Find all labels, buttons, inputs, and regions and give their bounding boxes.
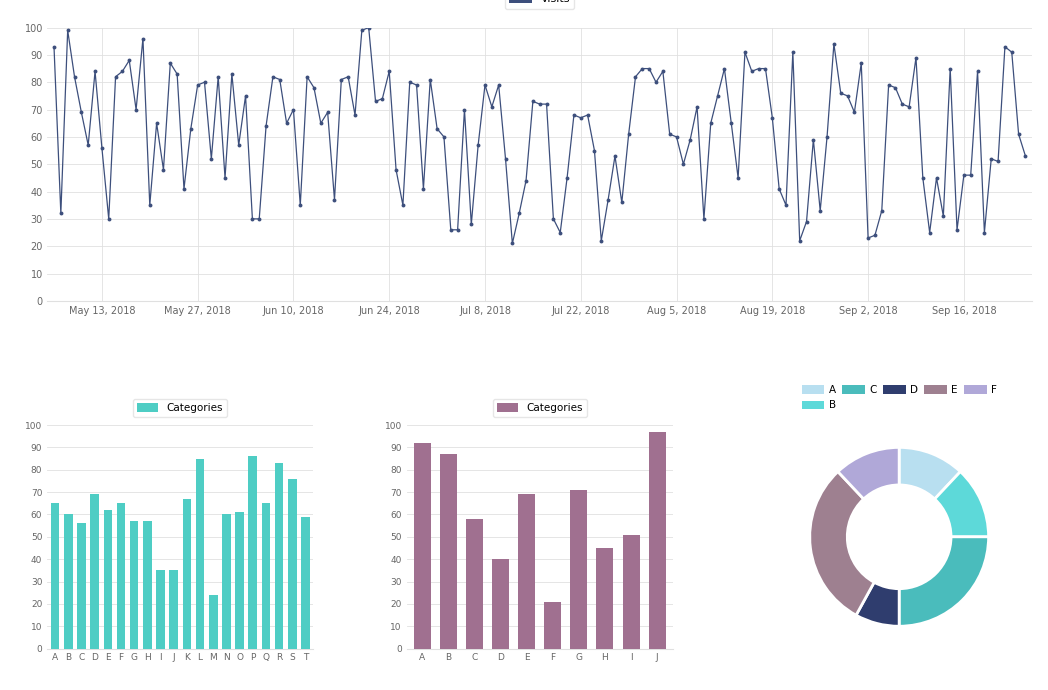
Wedge shape xyxy=(856,582,899,627)
Legend: Categories: Categories xyxy=(493,399,587,417)
Bar xyxy=(90,494,99,649)
Bar xyxy=(209,595,218,649)
Bar xyxy=(493,559,509,649)
Bar xyxy=(116,503,126,649)
Bar xyxy=(649,432,665,649)
Wedge shape xyxy=(899,447,960,499)
Bar xyxy=(104,510,112,649)
Wedge shape xyxy=(838,447,899,499)
Bar xyxy=(248,456,257,649)
Legend: Categories: Categories xyxy=(133,399,227,417)
Wedge shape xyxy=(899,537,988,627)
Wedge shape xyxy=(810,472,874,615)
Bar xyxy=(518,494,536,649)
Bar xyxy=(262,503,270,649)
Bar xyxy=(466,519,483,649)
Bar xyxy=(570,490,587,649)
Bar xyxy=(50,503,60,649)
Bar xyxy=(623,535,639,649)
Bar xyxy=(275,463,283,649)
Bar xyxy=(143,521,152,649)
Bar xyxy=(544,602,562,649)
Legend: Visits: Visits xyxy=(505,0,574,9)
Bar xyxy=(440,454,457,649)
Bar xyxy=(222,515,231,649)
Legend: A, B, C, D, E, F: A, B, C, D, E, F xyxy=(798,381,1001,415)
Bar xyxy=(156,571,165,649)
Bar xyxy=(130,521,138,649)
Bar xyxy=(301,517,310,649)
Bar xyxy=(196,459,204,649)
Bar xyxy=(78,524,86,649)
Bar xyxy=(288,479,297,649)
Bar xyxy=(414,443,431,649)
Wedge shape xyxy=(935,472,988,537)
Bar xyxy=(596,548,613,649)
Bar xyxy=(64,515,72,649)
Bar xyxy=(236,512,244,649)
Bar xyxy=(182,499,191,649)
Bar xyxy=(170,571,178,649)
